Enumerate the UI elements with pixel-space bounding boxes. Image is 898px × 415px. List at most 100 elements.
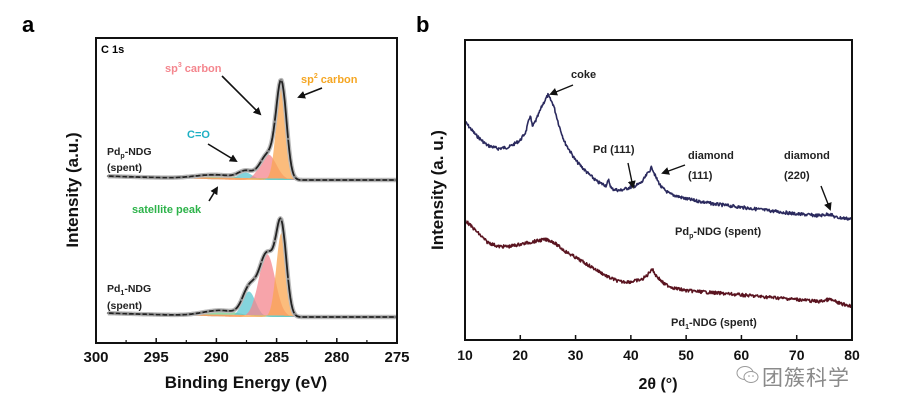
data-point bbox=[146, 313, 150, 316]
data-point bbox=[366, 178, 370, 182]
sample-label-pd1-line2: (spent) bbox=[107, 300, 142, 312]
data-point bbox=[293, 175, 296, 178]
c-o-label: C=O bbox=[187, 129, 210, 141]
x-tick-label: 80 bbox=[844, 347, 860, 363]
b-sample-label-pd1: Pd1-NDG (spent) bbox=[671, 317, 757, 331]
data-point bbox=[260, 159, 263, 162]
data-point bbox=[260, 260, 263, 264]
sp2-base: sp bbox=[301, 74, 314, 86]
data-point bbox=[320, 178, 323, 182]
data-point bbox=[273, 239, 276, 243]
sp2-arrow bbox=[297, 87, 323, 99]
data-point bbox=[280, 78, 283, 82]
b-pd1-rest: -NDG (spent) bbox=[689, 317, 757, 329]
data-point bbox=[360, 178, 363, 182]
data-point bbox=[313, 315, 316, 319]
data-point bbox=[246, 284, 250, 287]
data-point bbox=[206, 310, 210, 313]
data-point bbox=[226, 174, 230, 177]
panel-a-x-ticks: 300 295 290 285 280 275 bbox=[83, 338, 410, 366]
coke-arrow bbox=[549, 84, 574, 96]
data-point bbox=[166, 176, 170, 179]
sp2-sup: 2 bbox=[314, 73, 318, 80]
data-point bbox=[240, 170, 243, 173]
panel-b-frame bbox=[464, 39, 853, 341]
data-point bbox=[346, 178, 350, 182]
panel-b-y-axis-label: Intensity (a. u.) bbox=[428, 130, 447, 250]
data-point bbox=[186, 313, 190, 316]
b-pdp-sub: p bbox=[689, 233, 693, 240]
component-peak-sp3-carbon bbox=[108, 254, 397, 317]
x-tick-label: 275 bbox=[384, 349, 409, 366]
data-point bbox=[300, 178, 303, 182]
data-point bbox=[140, 175, 143, 179]
component-peak-sp2-carbon bbox=[108, 87, 397, 180]
data-point bbox=[320, 315, 323, 319]
data-point bbox=[373, 315, 376, 319]
b-pd1-base: Pd bbox=[671, 317, 685, 329]
data-point bbox=[173, 313, 176, 317]
data-point bbox=[193, 312, 196, 315]
data-point bbox=[360, 315, 363, 319]
diamond220-label-line1: diamond bbox=[784, 150, 830, 162]
data-point bbox=[206, 173, 210, 177]
x-tick-label: 30 bbox=[568, 347, 584, 363]
data-point bbox=[120, 312, 123, 315]
data-point bbox=[386, 315, 390, 319]
pd111-label: Pd (111) bbox=[593, 144, 635, 156]
data-point bbox=[266, 150, 270, 153]
data-point bbox=[226, 309, 230, 313]
data-point bbox=[313, 178, 316, 182]
data-point bbox=[213, 309, 216, 312]
data-point bbox=[113, 175, 116, 178]
data-point bbox=[380, 178, 383, 182]
diamond220-arrow bbox=[820, 185, 832, 211]
raw-data-halo bbox=[106, 77, 399, 183]
data-point bbox=[126, 312, 130, 315]
b-pdp-base: Pd bbox=[675, 226, 689, 238]
panel-b-plot-area bbox=[464, 92, 853, 309]
diamond111-arrow bbox=[661, 164, 686, 175]
data-point bbox=[373, 178, 376, 182]
envelope-line bbox=[107, 79, 397, 181]
panel-a-label: a bbox=[22, 12, 35, 37]
pd1-rest: -NDG bbox=[124, 283, 151, 295]
panel-b-label: b bbox=[416, 12, 429, 37]
data-point bbox=[306, 315, 310, 319]
sp2-carbon-label: sp2 carbon bbox=[301, 73, 358, 86]
data-point bbox=[106, 311, 110, 315]
data-point bbox=[180, 313, 183, 316]
sample-label-pdp-line2: (spent) bbox=[107, 162, 142, 174]
data-point bbox=[133, 175, 136, 179]
sp3-sup: 3 bbox=[178, 62, 182, 69]
c-o-arrow bbox=[207, 143, 238, 163]
data-point bbox=[280, 218, 283, 221]
data-point bbox=[326, 315, 330, 319]
data-point bbox=[160, 313, 163, 316]
data-point bbox=[233, 308, 236, 311]
b-pd1-sub: 1 bbox=[685, 324, 689, 331]
x-tick-label: 70 bbox=[789, 347, 805, 363]
panel-b-x-axis-label: 2θ (°) bbox=[638, 376, 677, 393]
data-point bbox=[153, 313, 156, 316]
diamond220-label-line2: (220) bbox=[784, 170, 810, 182]
data-point bbox=[153, 176, 156, 179]
pd1-sub: 1 bbox=[120, 290, 124, 297]
satellite-arrow bbox=[208, 186, 219, 202]
x-tick-label: 285 bbox=[264, 349, 289, 366]
x-tick-label: 50 bbox=[678, 347, 694, 363]
panel-a-y-axis-label: Intensity (a.u.) bbox=[63, 132, 82, 247]
b-pdp-rest: -NDG (spent) bbox=[693, 226, 761, 238]
data-point bbox=[326, 178, 330, 182]
sample-label-pdp: Pdp-NDG bbox=[107, 146, 152, 160]
pd1-base: Pd bbox=[107, 283, 120, 295]
x-tick-label: 295 bbox=[144, 349, 169, 366]
data-point bbox=[233, 173, 236, 176]
data-point bbox=[120, 175, 123, 178]
wechat-icon bbox=[736, 366, 759, 383]
data-point bbox=[213, 173, 216, 176]
panel-a: a 300 295 290 285 280 275 C 1s sp3 carbon sp2… bbox=[22, 12, 410, 392]
data-point bbox=[253, 168, 256, 171]
data-point bbox=[220, 309, 223, 312]
